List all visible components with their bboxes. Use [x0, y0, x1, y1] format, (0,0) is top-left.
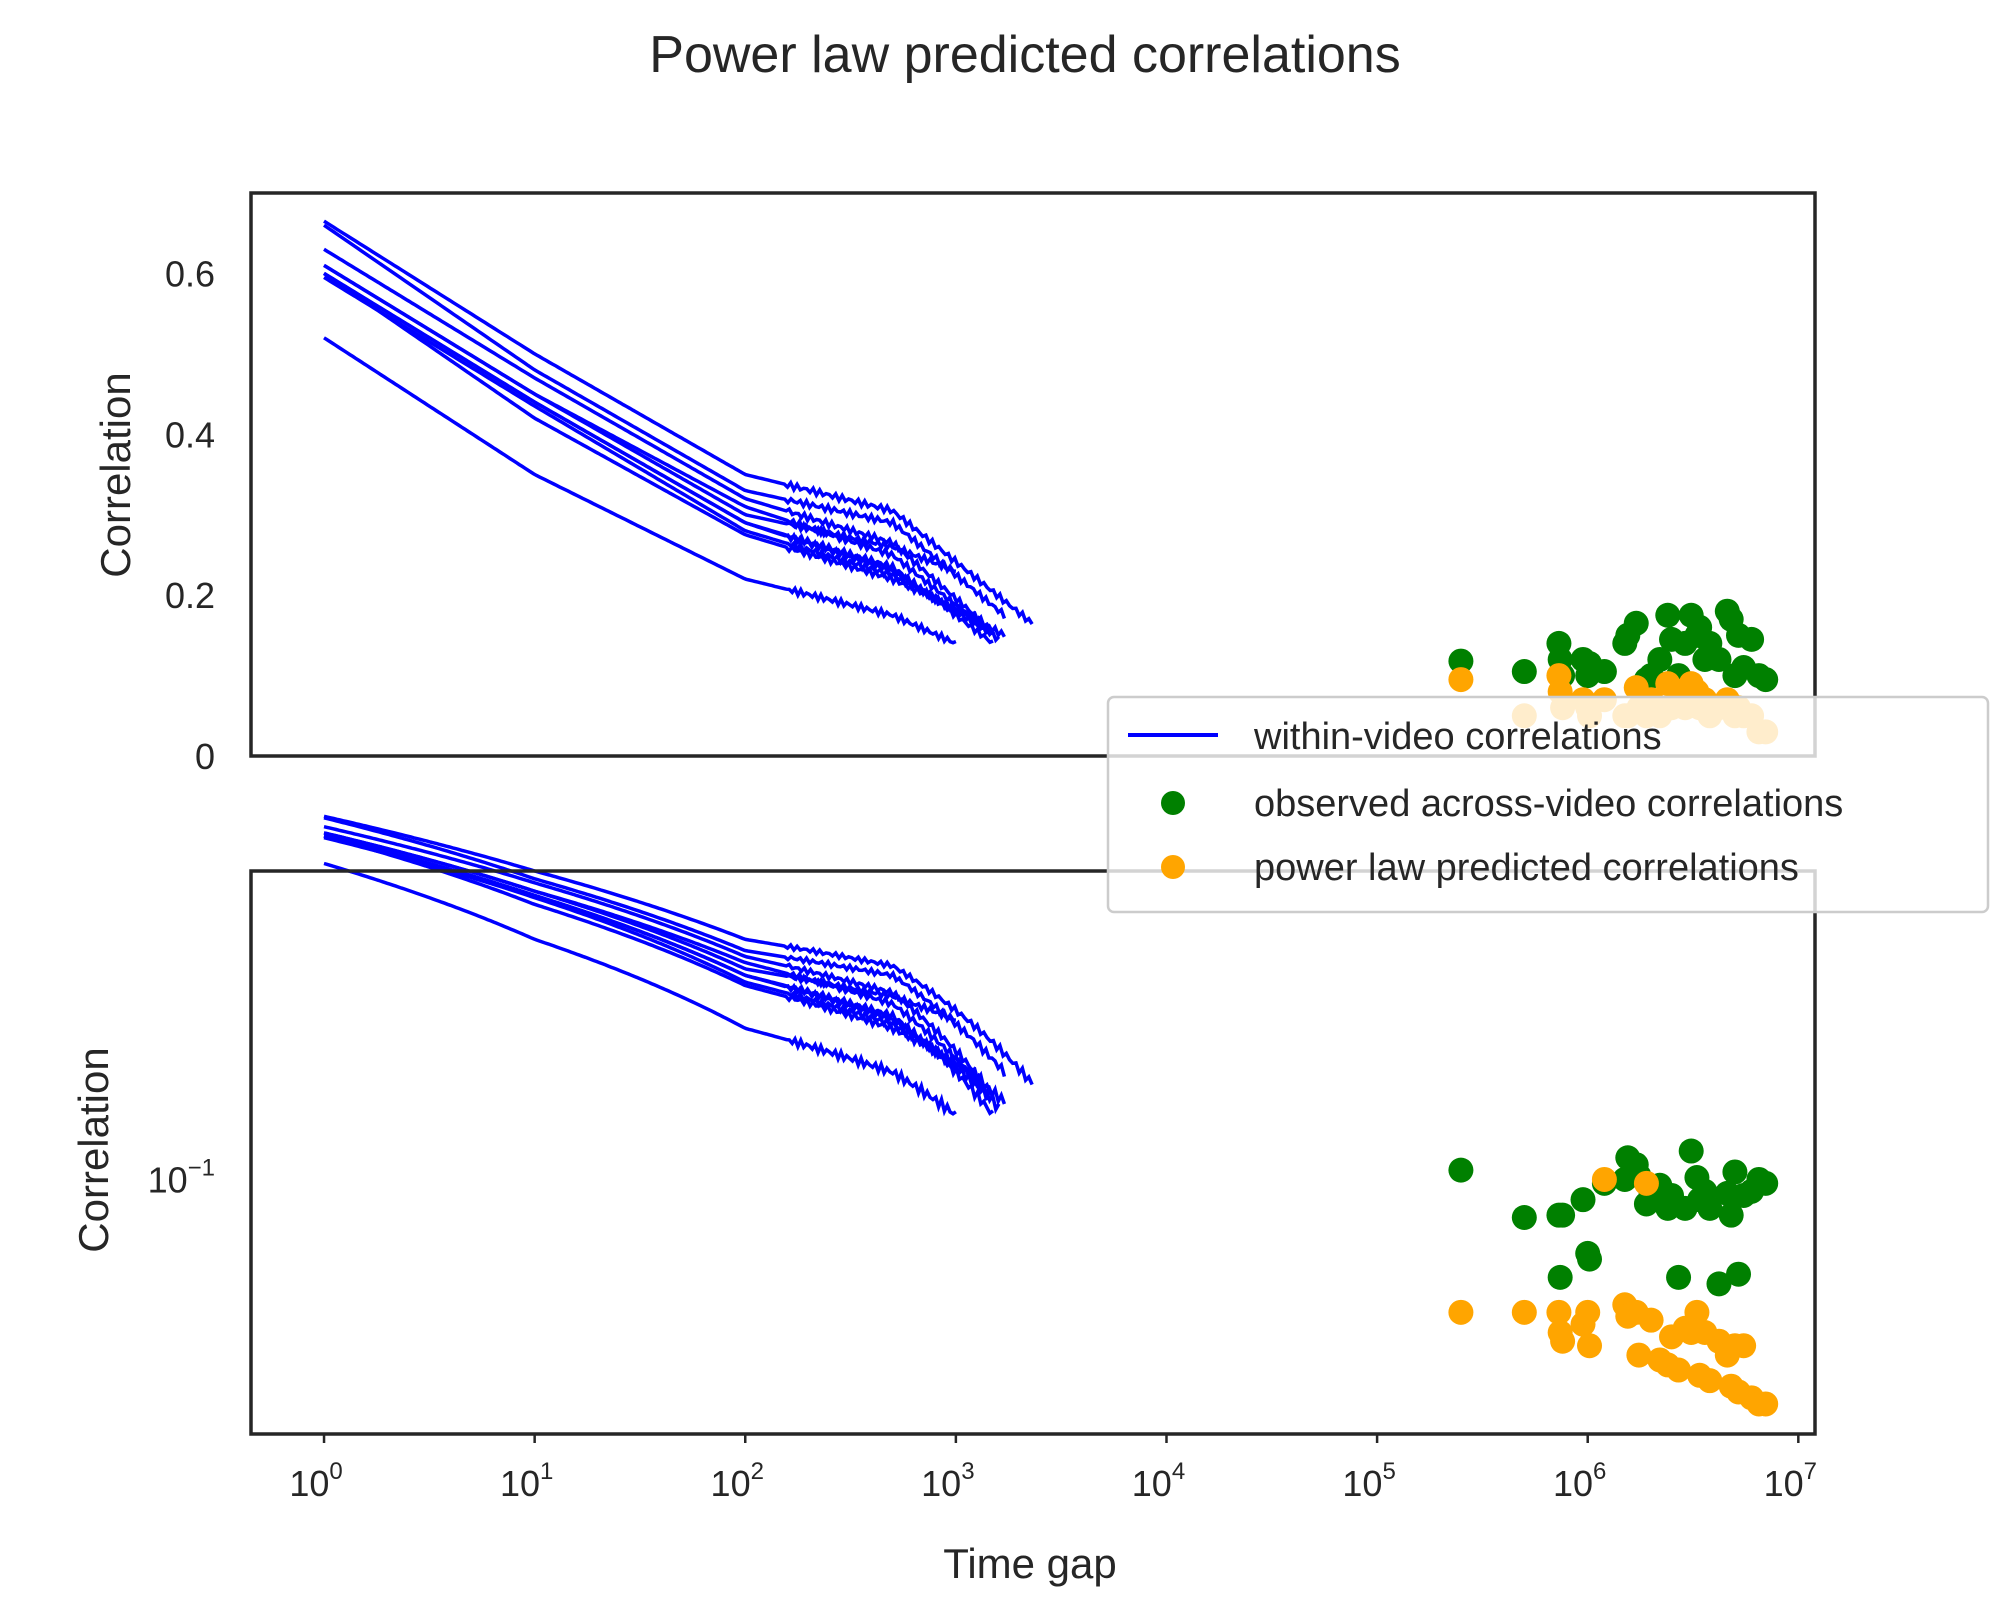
- bottom-plot-area: [323, 814, 1779, 1417]
- bottom-y-tick-label: 10−1: [148, 1154, 215, 1200]
- bottom-predicted-point: [1697, 1368, 1723, 1394]
- bottom-predicted-point: [1546, 1299, 1572, 1325]
- bottom-within-video-line: [323, 834, 989, 1101]
- x-tick-label: 100: [289, 1458, 342, 1504]
- x-tick-label: 107: [1764, 1458, 1817, 1504]
- bottom-observed-point: [1550, 1202, 1576, 1228]
- top-within-video-line: [323, 336, 957, 645]
- top-observed-point: [1753, 667, 1779, 693]
- top-within-video-line: [323, 271, 989, 636]
- top-observed-point: [1591, 659, 1617, 685]
- top-within-video-line: [323, 219, 1034, 626]
- legend-label-predicted: power law predicted correlations: [1254, 847, 1799, 889]
- bottom-observed-point: [1718, 1202, 1744, 1228]
- x-ticks: 100 101 102 103 104 105 106 107: [289, 1434, 1817, 1504]
- top-y-tick-label: 0.6: [165, 253, 215, 294]
- bottom-y-ticks: 10−1: [148, 1154, 215, 1200]
- bottom-within-video-line: [323, 814, 1034, 1086]
- bottom-observed-point: [1511, 1205, 1537, 1231]
- bottom-predicted-point: [1577, 1333, 1603, 1359]
- legend-green-dot: [1161, 791, 1185, 815]
- bottom-predicted-point: [1575, 1299, 1601, 1325]
- top-panel: 0 0.2 0.4 0.6 Correlation: [92, 191, 1817, 777]
- bottom-predicted-point: [1684, 1299, 1710, 1325]
- x-tick-label: 105: [1342, 1458, 1395, 1504]
- bottom-observed-point: [1697, 1195, 1723, 1221]
- top-observed-point: [1655, 602, 1681, 628]
- legend-label-observed: observed across-video correlations: [1254, 783, 1843, 825]
- top-y-tick-label: 0.4: [165, 414, 215, 455]
- x-tick-label: 103: [921, 1458, 974, 1504]
- bottom-within-video-line: [323, 831, 957, 1024]
- bottom-observed-point: [1666, 1264, 1692, 1290]
- top-observed-point: [1448, 648, 1474, 674]
- bottom-panel: 10−1 Correlation: [70, 814, 1817, 1436]
- x-tick-label: 102: [711, 1458, 764, 1504]
- bottom-predicted-point: [1511, 1299, 1537, 1325]
- bottom-observed-point: [1570, 1187, 1596, 1213]
- legend-orange-dot: [1161, 855, 1185, 879]
- bottom-observed-point: [1706, 1271, 1732, 1297]
- bottom-predicted-point: [1550, 1328, 1576, 1354]
- bottom-within-video-line: [323, 816, 1007, 1078]
- bottom-observed-point: [1448, 1157, 1474, 1183]
- top-panel-frame: [249, 191, 1817, 758]
- legend-box: [1106, 695, 1990, 914]
- x-tick-label: 101: [500, 1458, 553, 1504]
- bottom-predicted-point: [1626, 1342, 1652, 1368]
- bottom-predicted-point: [1753, 1391, 1779, 1417]
- bottom-predicted-point: [1638, 1307, 1664, 1333]
- top-within-video-line: [323, 247, 995, 634]
- bottom-observed-point: [1753, 1170, 1779, 1196]
- top-observed-point: [1706, 646, 1732, 672]
- bottom-observed-point: [1678, 1138, 1704, 1164]
- top-predicted-point: [1448, 667, 1474, 693]
- x-axis-label: Time gap: [943, 1540, 1117, 1587]
- top-within-video-line: [323, 271, 994, 645]
- top-observed-point: [1647, 646, 1673, 672]
- top-y-tick-label: 0: [195, 736, 215, 777]
- top-within-video-line: [323, 223, 1007, 620]
- top-y-axis-label: Correlation: [92, 372, 139, 577]
- top-y-ticks: 0 0.2 0.4 0.6: [165, 253, 215, 777]
- bottom-predicted-point: [1448, 1299, 1474, 1325]
- top-plot-area: [322, 219, 1779, 745]
- top-observed-point: [1739, 626, 1765, 652]
- bottom-observed-point: [1726, 1261, 1752, 1287]
- top-within-video-line: [322, 271, 982, 625]
- chart-title: Power law predicted correlations: [649, 26, 1400, 84]
- top-y-tick-label: 0.2: [165, 575, 215, 616]
- bottom-predicted-point: [1666, 1357, 1692, 1383]
- top-within-video-line: [323, 263, 957, 575]
- x-tick-label: 106: [1553, 1458, 1606, 1504]
- top-observed-point: [1623, 610, 1649, 636]
- bottom-observed-point: [1722, 1159, 1748, 1185]
- bottom-within-video-line: [323, 834, 982, 1086]
- bottom-predicted-point: [1731, 1333, 1757, 1359]
- top-observed-point: [1511, 659, 1537, 685]
- bottom-within-video-line: [323, 861, 957, 1117]
- bottom-predicted-point: [1633, 1170, 1659, 1196]
- bottom-observed-point: [1547, 1264, 1573, 1290]
- legend: within-video correlations observed acros…: [1106, 695, 1990, 914]
- bottom-y-axis-label: Correlation: [70, 1047, 117, 1252]
- bottom-panel-frame: [249, 869, 1817, 1436]
- legend-label-within: within-video correlations: [1253, 716, 1662, 758]
- x-tick-label: 104: [1132, 1458, 1185, 1504]
- bottom-observed-point: [1577, 1246, 1603, 1272]
- bottom-within-video-line: [323, 824, 995, 1098]
- bottom-predicted-point: [1591, 1166, 1617, 1192]
